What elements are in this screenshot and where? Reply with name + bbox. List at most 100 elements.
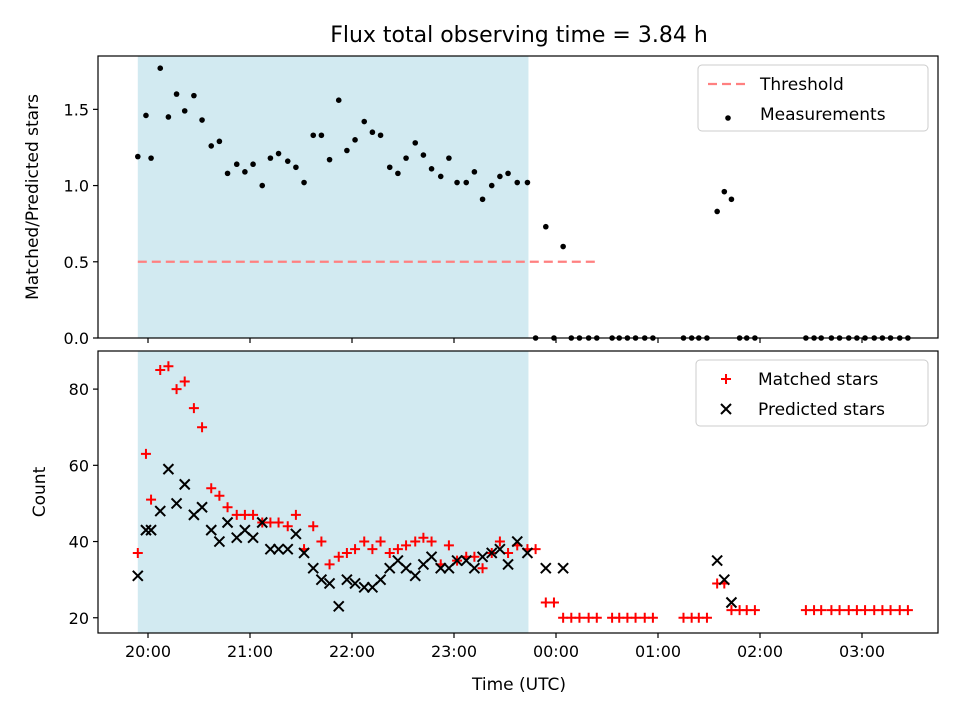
predicted-star-point [298,547,310,559]
matched-star-point [494,536,505,547]
axes-frame [97,350,939,634]
measurement-point [505,170,511,177]
matched-star-point [140,448,151,459]
predicted-star-point [282,543,294,555]
observing-span-shade [137,351,529,633]
matched-star-point [418,532,429,543]
matched-star-point [375,536,386,547]
predicted-star-point [468,562,481,574]
measurement-point [721,188,728,195]
measurement-point [437,173,444,180]
measurement-point [208,143,215,149]
predicted-star-point [557,562,569,574]
measurement-point [454,179,460,186]
y-tick-label: 0.0 [64,329,89,348]
x-tick-label: 02:00 [737,642,783,661]
measurement-point [560,243,566,250]
measurement-point [514,179,521,186]
predicted-star-point [521,547,534,559]
predicted-star-point [264,543,277,555]
matched-star-point [647,612,658,623]
matched-star-point [197,422,208,433]
legend-predicted-swatch [720,403,732,415]
predicted-star-point [196,501,208,513]
legend-measurement-swatch [725,115,731,121]
predicted-star-point [170,497,183,510]
measurement-point [352,137,358,143]
measurement-point [143,112,149,119]
predicted-star-point [205,524,217,536]
matched-star-point [155,365,166,376]
x-tick-label: 00:00 [533,642,579,661]
predicted-star-point [307,562,319,574]
measurement-point [326,156,333,163]
predicted-star-point [409,570,421,582]
matched-star-point [146,494,157,505]
legend-label: Matched stars [758,370,878,390]
matched-star-point [401,540,412,551]
measurement-point [267,155,274,161]
matched-star-point [426,536,437,547]
matched-star-point [749,605,760,616]
bottom-panel: 20 40 60 80 20:00 21:00 22:00 23:00 00:00 01:00 02… [69,350,939,661]
predicted-star-point [374,573,387,586]
matched-star-point [179,376,190,387]
predicted-star-point [179,478,191,491]
y-tick-label: 60 [69,456,89,475]
predicted-star-point [221,516,234,529]
legend-matched-swatch [721,374,731,384]
matched-star-point [324,559,335,570]
matched-star-point [222,502,233,513]
observing-span-shade [137,56,529,338]
y-tick-label: 20 [69,609,89,628]
measurement-point [479,196,486,203]
matched-star-point [816,605,827,616]
matched-star-point [163,361,174,372]
matched-star-point [384,547,395,558]
measurement-point [318,132,325,139]
measurement-point [191,92,197,99]
measurement-point [181,108,188,114]
predicted-star-point [476,551,489,563]
predicted-star-point [400,562,412,574]
matched-star-point [885,605,896,616]
matched-star-point [350,544,361,555]
matched-star-point [282,521,293,532]
predicted-star-point [511,535,523,548]
matched-star-point [574,612,585,623]
measurement-point [361,118,368,125]
predicted-star-point [145,524,157,536]
measurement-point [412,140,419,146]
legend-label: Measurements [760,105,886,125]
measurement-point [488,182,495,189]
x-axis-label: Time (UTC) [471,675,566,695]
predicted-star-point [247,532,259,544]
predicted-star-point [486,547,498,559]
measurement-point [275,150,282,157]
measurement-point [259,182,266,189]
matched-star-point [860,605,871,616]
measurement-point [233,161,240,168]
matched-star-point [591,612,602,623]
predicted-star-point [272,543,285,555]
measurement-point [165,114,172,120]
predicted-star-point [358,581,370,593]
measurement-point [428,166,435,172]
predicted-star-point [502,558,514,571]
measurement-point [157,65,164,71]
measurement-point [310,132,317,139]
matched-star-point [273,517,284,528]
chart-title: Flux total observing time = 3.84 h [330,23,708,48]
matched-star-point [132,547,143,558]
matched-star-point [834,605,845,616]
legend-label: Threshold [759,75,844,95]
measurement-point [403,155,409,161]
x-tick-label: 23:00 [431,642,477,661]
measurement-point [543,223,549,230]
legend-box [695,359,929,427]
bottom-y-axis-label: Count [30,466,50,517]
measurement-point [199,117,205,123]
top-panel: 0.0 0.5 1.0 1.5 Threshold Measurements [64,55,939,348]
predicted-star-point [333,600,345,613]
x-tick-label: 21:00 [227,642,273,661]
